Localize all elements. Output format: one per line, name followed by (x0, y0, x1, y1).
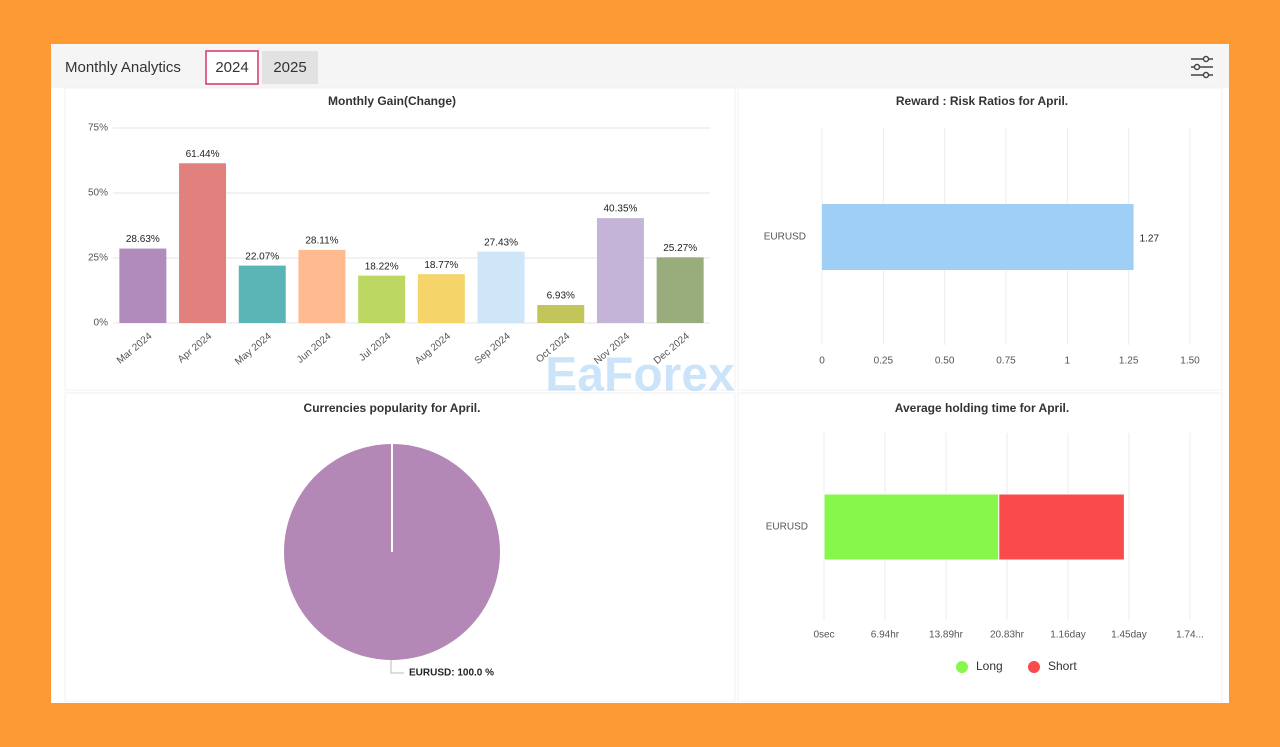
y-tick-label: EURUSD (766, 522, 808, 533)
bar (179, 163, 227, 323)
y-tick-label: 25% (88, 253, 108, 264)
value-label: 27.43% (484, 237, 518, 248)
bar (656, 257, 704, 323)
value-label: 1.27 (1140, 234, 1160, 245)
legend-label: Long (976, 659, 1003, 673)
tab[interactable] (205, 50, 259, 85)
chart-title: Monthly Gain(Change) (328, 94, 456, 108)
bar (358, 275, 406, 323)
bar (238, 265, 286, 323)
x-tick-label: 1 (1065, 356, 1071, 367)
value-label: 28.63% (126, 234, 160, 245)
bar (477, 251, 525, 323)
bar (298, 249, 346, 323)
x-tick-label: 1.50 (1180, 356, 1200, 367)
legend-label: Short (1048, 659, 1077, 673)
value-label: 61.44% (186, 149, 220, 160)
x-tick-label: 1.16day (1050, 630, 1086, 641)
x-tick-label: 6.94hr (871, 630, 900, 641)
x-tick-label: 0sec (813, 630, 834, 641)
value-label: 6.93% (547, 291, 575, 302)
value-label: 25.27% (663, 243, 697, 254)
page-title: Monthly Analytics (65, 59, 181, 76)
x-tick-label: 20.83hr (990, 630, 1025, 641)
bar (596, 218, 644, 323)
x-tick-label: 1.45day (1111, 630, 1147, 641)
y-tick-label: 50% (88, 188, 108, 199)
chart-title: Currencies popularity for April. (304, 401, 481, 415)
bar-segment (998, 493, 1125, 561)
watermark: EaForex (545, 349, 735, 402)
settings-icon[interactable] (1191, 55, 1213, 79)
tab-label[interactable]: 2025 (273, 59, 306, 76)
x-tick-label: 1.25 (1119, 356, 1139, 367)
value-label: 22.07% (245, 251, 279, 262)
y-tick-label: 75% (88, 123, 108, 134)
x-tick-label: 1.74... (1176, 630, 1204, 641)
leader-line (390, 660, 404, 674)
data-label: EURUSD: 100.0 % (409, 668, 494, 679)
bar (822, 204, 1134, 270)
bar (537, 304, 585, 323)
x-tick-label: 0.50 (935, 356, 955, 367)
y-tick-label: EURUSD (764, 232, 806, 243)
x-tick-label: 0.25 (874, 356, 894, 367)
value-label: 28.11% (305, 236, 338, 247)
legend-marker (956, 661, 968, 673)
x-tick-label: 13.89hr (929, 630, 964, 641)
x-tick-label: 0.75 (996, 356, 1016, 367)
bar (417, 274, 465, 323)
tab[interactable] (262, 51, 318, 84)
legend-marker (1028, 661, 1040, 673)
chart-title: Average holding time for April. (895, 401, 1069, 415)
value-label: 40.35% (603, 204, 637, 215)
value-label: 18.22% (365, 261, 399, 272)
bar-segment (823, 493, 1000, 561)
x-tick-label: 0 (819, 356, 825, 367)
tab-label[interactable]: 2024 (215, 59, 248, 76)
chart-title: Reward : Risk Ratios for April. (896, 94, 1068, 108)
y-tick-label: 0% (94, 318, 109, 329)
bar (119, 248, 167, 323)
value-label: 18.77% (424, 260, 458, 271)
